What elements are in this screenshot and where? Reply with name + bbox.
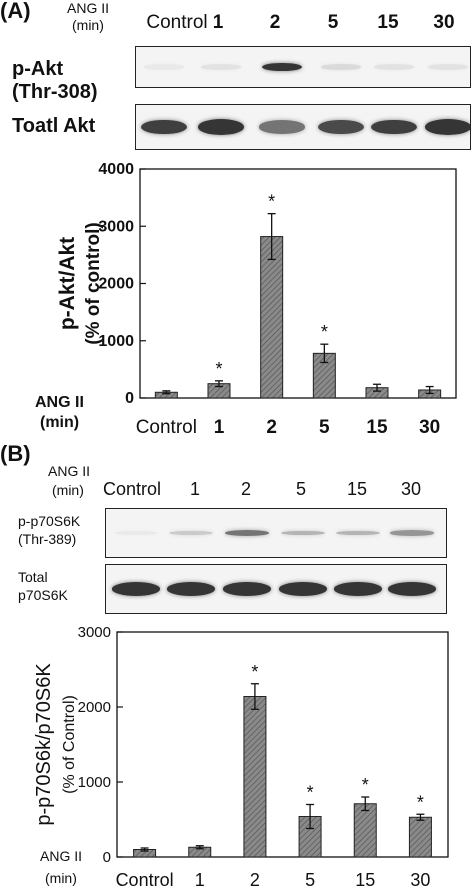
y-tick-label: 2000 [78,699,111,716]
panel-b-phospho-blot [105,508,447,558]
significance-star: * [307,783,314,803]
blot-band [281,530,325,536]
blot-band [318,119,364,135]
panel-a-lane-label: 2 [269,12,281,33]
y-axis-label: p-p70S6k/p70S6K [33,663,55,826]
chart-frame [116,631,449,858]
y-tick-label: 3000 [98,218,134,235]
y-tick-label: 0 [125,390,134,407]
blot-band [223,582,271,596]
y-axis-label: (% of Control) [61,695,78,794]
panel-a-lane-label: 30 [433,12,455,33]
bar [353,803,377,858]
panel-b-lane-label: Control [102,479,162,499]
x-tick-label: 30 [419,417,440,438]
x-tick-label: Control [116,870,174,890]
panel-a-chart-treatment: ANG II [35,394,84,411]
panel-a-phospho-blot [135,46,471,88]
x-tick-label: Control [136,417,197,438]
panel-b-total-blot [105,564,447,614]
x-tick-label: 1 [214,417,225,438]
x-tick-label: 15 [366,417,388,438]
panel-b-lane-label: 2 [240,479,251,499]
x-tick-label: 2 [266,417,277,438]
panel-b-chart-treatment: ANG II [40,848,83,864]
significance-star: * [215,359,222,379]
blot-band [225,530,269,536]
y-tick-label: 1000 [78,774,111,791]
panel-a-lane-label: 5 [327,12,339,33]
panel-b-bar-chart: 0 1000 2000 3000 p-p70S6k/p70S6K (% of Contro… [33,624,449,890]
bar [408,816,432,858]
blot-band [262,62,302,72]
chart-frame [139,168,457,399]
panel-a-header-unit: (min) [72,17,104,33]
blot-band [112,582,160,596]
blot-band [198,119,244,135]
y-axis-label: p-Akt/Akt [56,237,79,330]
panel-b-blot-label: p-p70S6K (Thr-389) [18,513,81,547]
y-tick-label: 0 [103,849,111,866]
blot-band [259,120,305,134]
panel-b-letter: (B) [0,441,31,466]
bar [260,236,284,399]
blot-band [169,530,213,536]
blot-band [388,582,436,596]
panel-a-blot-label: Toatl Akt [12,115,96,137]
x-tick-label: 15 [355,870,375,890]
panel-a-header-treatment: ANG II [67,0,110,16]
panel-b-chart-unit: (min) [45,870,77,886]
blot-band [279,582,327,596]
panel-b-blot-label: Total p70S6K [18,569,68,603]
blot-band [336,530,380,536]
panel-b-lane-label: 15 [346,479,368,499]
panel-a-bar-chart: 0 1000 2000 3000 4000 p-Akt/Akt (% of control)… [56,161,457,438]
panel-a-total-blot [135,104,471,150]
x-tick-label: 30 [410,870,430,890]
y-tick-label: 3000 [78,624,111,641]
y-tick-label: 2000 [98,276,134,293]
bar [243,696,267,858]
x-tick-label: 1 [195,870,205,890]
panel-b-header-unit: (min) [52,482,84,498]
blot-band [428,64,468,70]
x-tick-label: 5 [319,417,330,438]
panel-a-lane-label: 15 [377,12,399,33]
significance-star: * [321,322,328,342]
x-tick-label: 2 [250,870,260,890]
blot-band [334,582,382,596]
significance-star: * [417,792,424,812]
panel-a-chart-unit: (min) [40,414,80,431]
significance-star: * [251,662,258,682]
blot-band [167,582,215,596]
significance-star: * [362,775,369,795]
panel-a-lane-label: Control [146,12,208,33]
panel-b-lane-label: 1 [189,479,200,499]
panel-b-lane-label: 30 [400,479,422,499]
blot-band [390,530,434,536]
blot-band [144,64,184,70]
panel-b-header-treatment: ANG II [48,463,91,479]
blot-band [371,119,417,135]
blot-band [321,64,361,70]
x-tick-label: 5 [305,870,315,890]
panel-b-lane-label: 5 [295,479,306,499]
blot-band [114,530,158,535]
panel-a-blot-label: p-Akt (Thr-308) [12,58,98,103]
significance-star: * [268,192,275,212]
blot-band [141,119,187,135]
y-axis-label: (% of control) [83,222,104,344]
blot-band [201,64,241,70]
blot-band [425,119,470,135]
panel-a-lane-label: 1 [212,12,224,33]
panel-a-letter: (A) [0,0,31,23]
y-tick-label: 1000 [98,333,134,350]
y-tick-label: 4000 [98,161,134,178]
blot-band [374,64,414,70]
